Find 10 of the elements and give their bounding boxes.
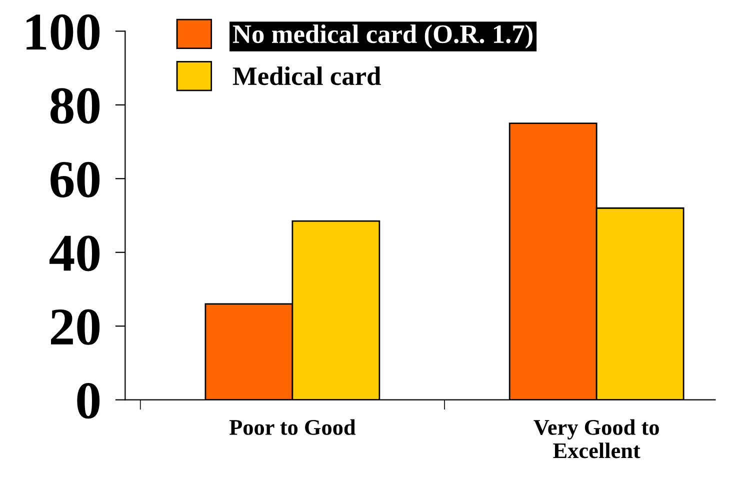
y-tick-label: 100 bbox=[26, 14, 100, 50]
y-tick-label: 20 bbox=[50, 309, 100, 345]
y-tick-label: 0 bbox=[77, 383, 100, 419]
x-tick-label: Poor to Good bbox=[229, 419, 356, 435]
y-tick-label: 60 bbox=[50, 162, 100, 198]
legend-label: Medical card bbox=[232, 66, 381, 86]
y-tick-label: 40 bbox=[49, 236, 100, 272]
legend-label: No medical card (O.R. 1.7) bbox=[232, 24, 532, 48]
y-tick-label: 80 bbox=[50, 88, 100, 124]
x-tick-label: Very Good to Excellent bbox=[534, 419, 659, 458]
